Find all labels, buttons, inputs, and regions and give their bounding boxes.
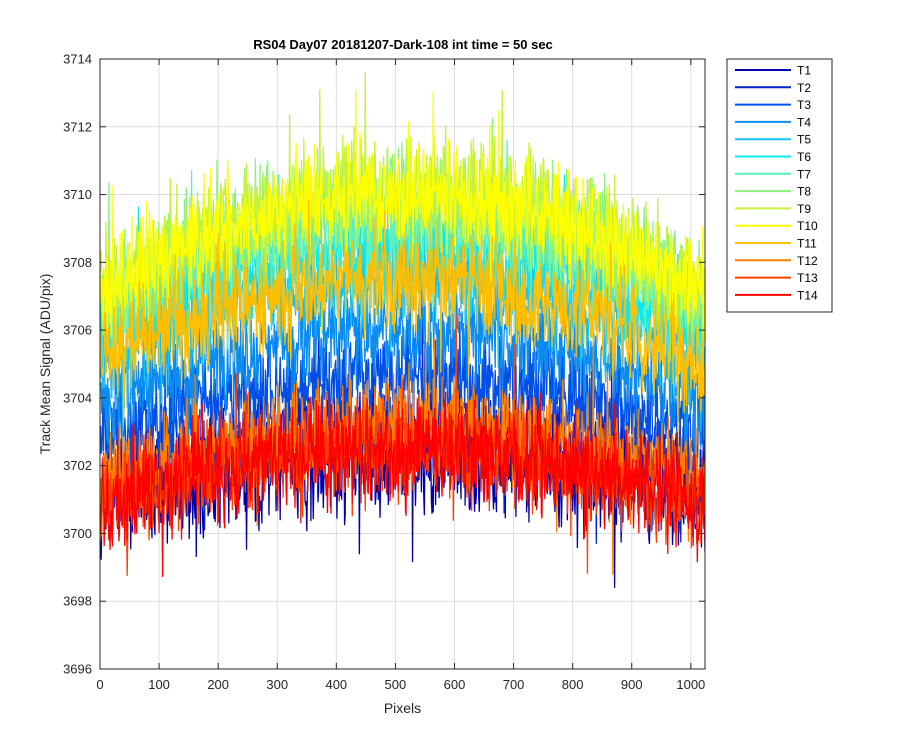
x-tick-label: 800 [562,677,584,692]
legend-entry-t3: T3 [735,98,811,112]
y-tick-label: 3704 [63,390,92,405]
y-tick-label: 3706 [63,323,92,338]
legend-entry-t1: T1 [735,64,811,78]
x-axis-label: Pixels [384,700,421,716]
legend-entries: T1 T2 T3 T4 T5 T6 T7 T8 T9 T10 T11 T12 T13 T14 [735,64,818,302]
y-tick-label: 3710 [63,187,92,202]
legend-label: T8 [797,185,811,199]
legend-label: T1 [797,64,811,78]
series-line-t10 [100,89,705,356]
axis-ticks: 0 100 200 300 400 500 600 700 800 900 1000 3696 3698… [63,52,705,693]
x-tick-label: 500 [385,677,407,692]
legend-entry-t2: T2 [735,81,811,95]
legend-entry-t5: T5 [735,133,811,147]
y-tick-label: 3714 [63,52,92,67]
x-tick-label: 300 [266,677,288,692]
x-tick-label: 200 [207,677,229,692]
legend-label: T3 [797,98,811,112]
legend-label: T2 [797,81,811,95]
legend-entry-t8: T8 [735,185,811,199]
legend-box [726,58,833,313]
legend-label: T7 [797,167,811,181]
x-tick-label: 100 [148,677,170,692]
legend-entry-t7: T7 [735,167,811,181]
y-tick-label: 3712 [63,119,92,134]
legend-label: T11 [797,237,817,251]
legend-label: T6 [797,150,811,164]
y-tick-label: 3698 [63,594,92,609]
series-line-t11 [100,199,705,451]
y-axis-label: Track Mean Signal (ADU/pix) [37,274,53,455]
y-tick-label: 3702 [63,458,92,473]
legend-label: T4 [797,115,811,129]
legend-label: T10 [797,219,818,233]
legend-label: T14 [797,288,818,302]
x-tick-label: 400 [325,677,347,692]
legend-label: T5 [797,133,811,147]
legend-entry-t6: T6 [735,150,811,164]
plot-frame [99,58,706,670]
legend-entry-t9: T9 [735,202,811,216]
legend-entry-t4: T4 [735,115,811,129]
legend-entry-t10: T10 [735,219,818,233]
legend-entry-t12: T12 [735,254,818,268]
y-tick-label: 3700 [63,526,92,541]
x-tick-label: 1000 [676,677,705,692]
series-line-t14 [100,391,705,577]
x-tick-label: 700 [503,677,525,692]
x-tick-label: 900 [621,677,643,692]
legend: T1 T2 T3 T4 T5 T6 T7 T8 T9 T10 T11 T12 T13 T14 [726,58,833,313]
chart-title: RS04 Day07 20181207-Dark-108 int time = … [253,37,553,52]
plot-area: 0 100 200 300 400 500 600 700 800 900 1000 3696 3698… [63,52,706,693]
series-lines [100,72,705,589]
legend-label: T12 [797,254,818,268]
x-tick-label: 0 [96,677,103,692]
legend-label: T9 [797,202,811,216]
legend-entry-t11: T11 [735,237,817,251]
legend-label: T13 [797,271,818,285]
x-tick-label: 600 [444,677,466,692]
y-tick-label: 3708 [63,255,92,270]
legend-entry-t14: T14 [735,288,818,302]
y-tick-label: 3696 [63,662,92,677]
legend-entry-t13: T13 [735,271,818,285]
